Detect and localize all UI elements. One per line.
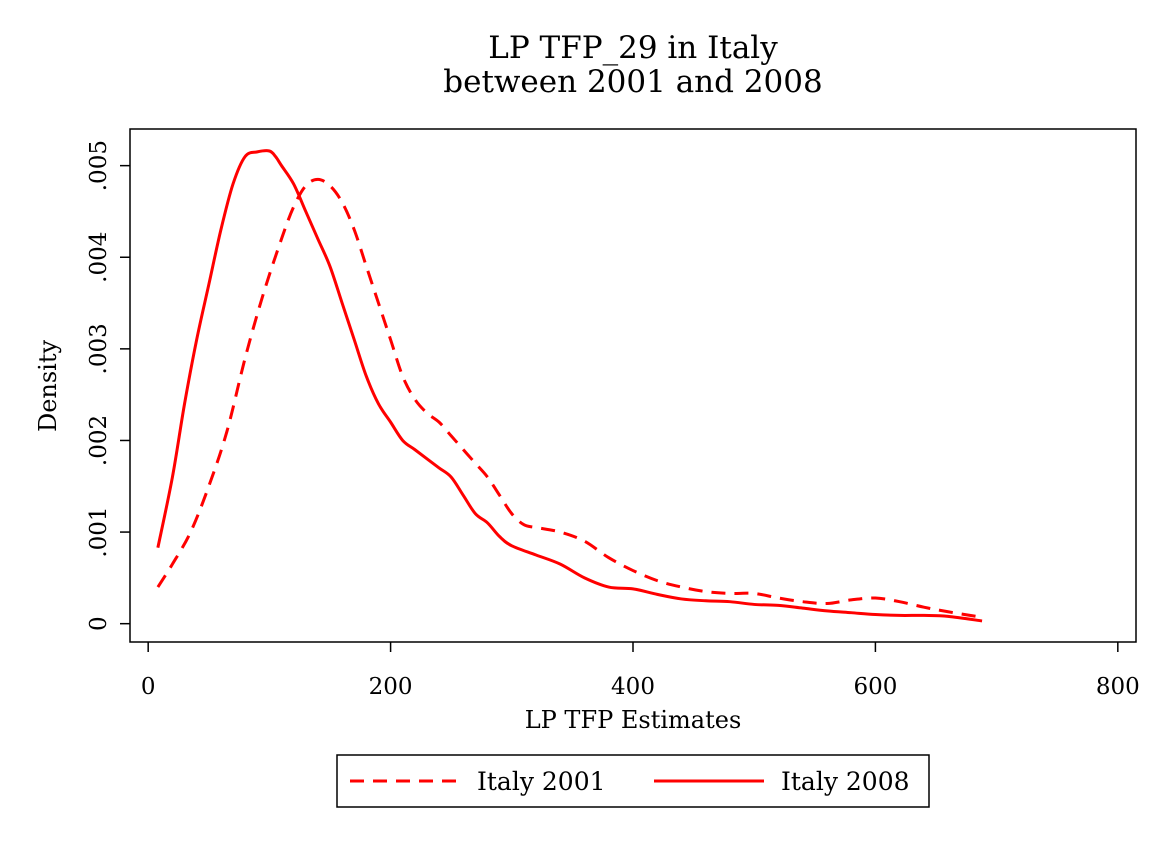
series-group — [156, 149, 983, 623]
y-tick-label: .005 — [86, 140, 112, 191]
y-axis: 0 .001 .002 .003 .004 .005 — [86, 140, 130, 631]
y-tick-label: .001 — [86, 506, 112, 557]
series-line-italy-2008 — [156, 149, 983, 623]
y-tick-label: 0 — [86, 616, 112, 631]
x-axis: 0 200 400 600 800 — [141, 642, 1140, 700]
x-tick-label: 400 — [611, 674, 655, 700]
legend-box — [336, 754, 930, 808]
legend: Italy 2001 Italy 2008 — [336, 754, 930, 808]
y-tick-label: .004 — [86, 232, 112, 283]
chart-subtitle: between 2001 and 2008 — [443, 64, 822, 100]
x-tick-label: 0 — [141, 674, 156, 700]
y-axis-label: Density — [34, 340, 62, 433]
legend-label-italy-2001: Italy 2001 — [477, 767, 606, 796]
x-tick-label: 600 — [853, 674, 897, 700]
x-axis-label: LP TFP Estimates — [525, 706, 742, 734]
chart-title: LP TFP_29 in Italy — [488, 30, 778, 66]
y-tick-label: .002 — [86, 415, 112, 466]
legend-label-italy-2008: Italy 2008 — [781, 767, 910, 796]
x-tick-label: 200 — [369, 674, 413, 700]
x-tick-label: 800 — [1096, 674, 1140, 700]
plot-area — [129, 128, 1137, 643]
y-tick-label: .003 — [86, 323, 112, 374]
series-line-italy-2001 — [156, 177, 983, 619]
